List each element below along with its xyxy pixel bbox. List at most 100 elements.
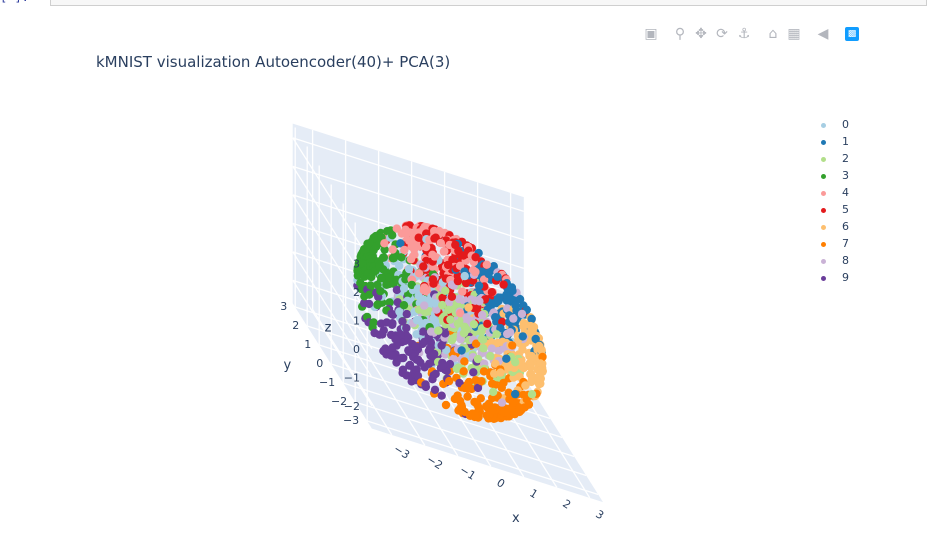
- point-series-1: [511, 389, 520, 399]
- hover-spike-icon[interactable]: ◀: [817, 26, 829, 42]
- legend-item-6[interactable]: 6: [818, 220, 868, 237]
- point-series-3: [399, 301, 409, 310]
- plotly-logo-icon[interactable]: ▩: [845, 27, 859, 41]
- point-series-6: [536, 366, 545, 375]
- point-series-3: [382, 280, 391, 289]
- point-series-5: [449, 255, 458, 264]
- point-series-9: [388, 351, 397, 360]
- legend-item-9[interactable]: 9: [818, 271, 868, 288]
- point-series-2: [459, 329, 469, 338]
- legend-item-1[interactable]: 1: [818, 135, 868, 152]
- legend-item-3[interactable]: 3: [818, 169, 868, 186]
- legend-marker: [821, 225, 826, 230]
- point-series-9: [441, 329, 450, 338]
- point-series-7: [479, 367, 489, 376]
- legend-marker: [821, 208, 826, 213]
- point-series-3: [385, 273, 394, 282]
- point-series-7: [471, 339, 481, 348]
- legend-item-2[interactable]: 2: [818, 152, 868, 169]
- point-series-2: [477, 334, 487, 344]
- point-series-9: [410, 365, 419, 374]
- point-series-6: [528, 327, 537, 337]
- z-gridline: [292, 165, 524, 241]
- point-series-7: [514, 403, 524, 412]
- point-series-0: [404, 264, 414, 274]
- legend-marker: [821, 157, 826, 162]
- point-series-9: [430, 385, 440, 394]
- orbit-rotation-icon[interactable]: ⟳: [716, 26, 728, 42]
- point-series-9: [411, 342, 420, 351]
- point-series-4: [430, 252, 439, 261]
- legend-marker: [821, 174, 826, 179]
- point-series-5: [414, 233, 423, 242]
- default-view-icon[interactable]: ▦: [787, 26, 801, 42]
- z-axis-title: z: [325, 320, 332, 335]
- point-series-8: [506, 328, 515, 337]
- point-series-2: [511, 358, 520, 367]
- y-tick-label: −3: [343, 414, 359, 427]
- point-series-5: [428, 275, 438, 284]
- x-tick-label: −3: [391, 442, 412, 462]
- point-series-9: [426, 351, 435, 360]
- point-series-9: [397, 353, 406, 363]
- point-series-6: [525, 351, 534, 361]
- point-series-9: [392, 285, 402, 295]
- zoom-icon[interactable]: ⚲: [674, 26, 686, 42]
- z-gridline: [292, 137, 524, 213]
- point-series-2: [447, 336, 457, 345]
- point-series-7: [500, 408, 509, 417]
- point-series-1: [493, 272, 502, 281]
- point-series-6: [535, 341, 544, 351]
- point-series-5: [487, 288, 497, 297]
- point-series-9: [402, 371, 411, 380]
- point-series-5: [447, 292, 457, 301]
- legend-item-4[interactable]: 4: [818, 186, 868, 203]
- point-series-4: [458, 287, 467, 296]
- point-series-1: [489, 262, 498, 271]
- point-series-9: [404, 346, 413, 355]
- turntable-rotation-icon[interactable]: ⚓: [737, 26, 751, 42]
- point-series-3: [376, 286, 385, 296]
- pan-icon[interactable]: ✥: [695, 26, 707, 42]
- legend-item-8[interactable]: 8: [818, 254, 868, 271]
- point-series-1: [484, 269, 493, 279]
- x-tick-label: −2: [424, 453, 445, 473]
- point-series-3: [377, 273, 386, 283]
- legend-item-7[interactable]: 7: [818, 237, 868, 254]
- legend-marker: [821, 259, 826, 264]
- point-series-3: [407, 280, 416, 290]
- point-series-1: [527, 314, 536, 324]
- camera-icon[interactable]: ▣: [644, 26, 658, 42]
- point-series-7: [538, 352, 547, 362]
- point-series-9: [437, 391, 446, 400]
- legend-label: 6: [842, 220, 849, 233]
- point-series-8: [426, 327, 436, 336]
- point-series-2: [476, 327, 486, 336]
- point-series-2: [489, 387, 498, 397]
- point-series-4: [388, 245, 397, 254]
- point-series-4: [414, 269, 424, 278]
- point-series-3: [378, 253, 388, 262]
- point-series-0: [395, 307, 404, 316]
- legend-item-0[interactable]: 0: [818, 118, 868, 135]
- z-tick-label: −1: [344, 371, 360, 384]
- legend-item-5[interactable]: 5: [818, 203, 868, 220]
- point-series-2: [444, 305, 453, 314]
- point-series-6: [533, 373, 542, 382]
- point-series-3: [365, 290, 374, 299]
- y-tick-label: −1: [319, 376, 335, 389]
- point-series-9: [469, 368, 478, 377]
- point-series-0: [399, 284, 409, 293]
- point-series-6: [521, 381, 530, 390]
- point-series-9: [375, 330, 384, 339]
- point-series-6: [536, 359, 545, 368]
- point-series-9: [439, 361, 448, 370]
- point-series-4: [479, 275, 489, 284]
- home-icon[interactable]: ⌂: [768, 26, 778, 42]
- point-series-3: [401, 275, 410, 284]
- point-series-5: [471, 253, 480, 262]
- point-series-4: [419, 286, 428, 295]
- point-series-8: [509, 314, 518, 323]
- z-gridline: [292, 223, 373, 350]
